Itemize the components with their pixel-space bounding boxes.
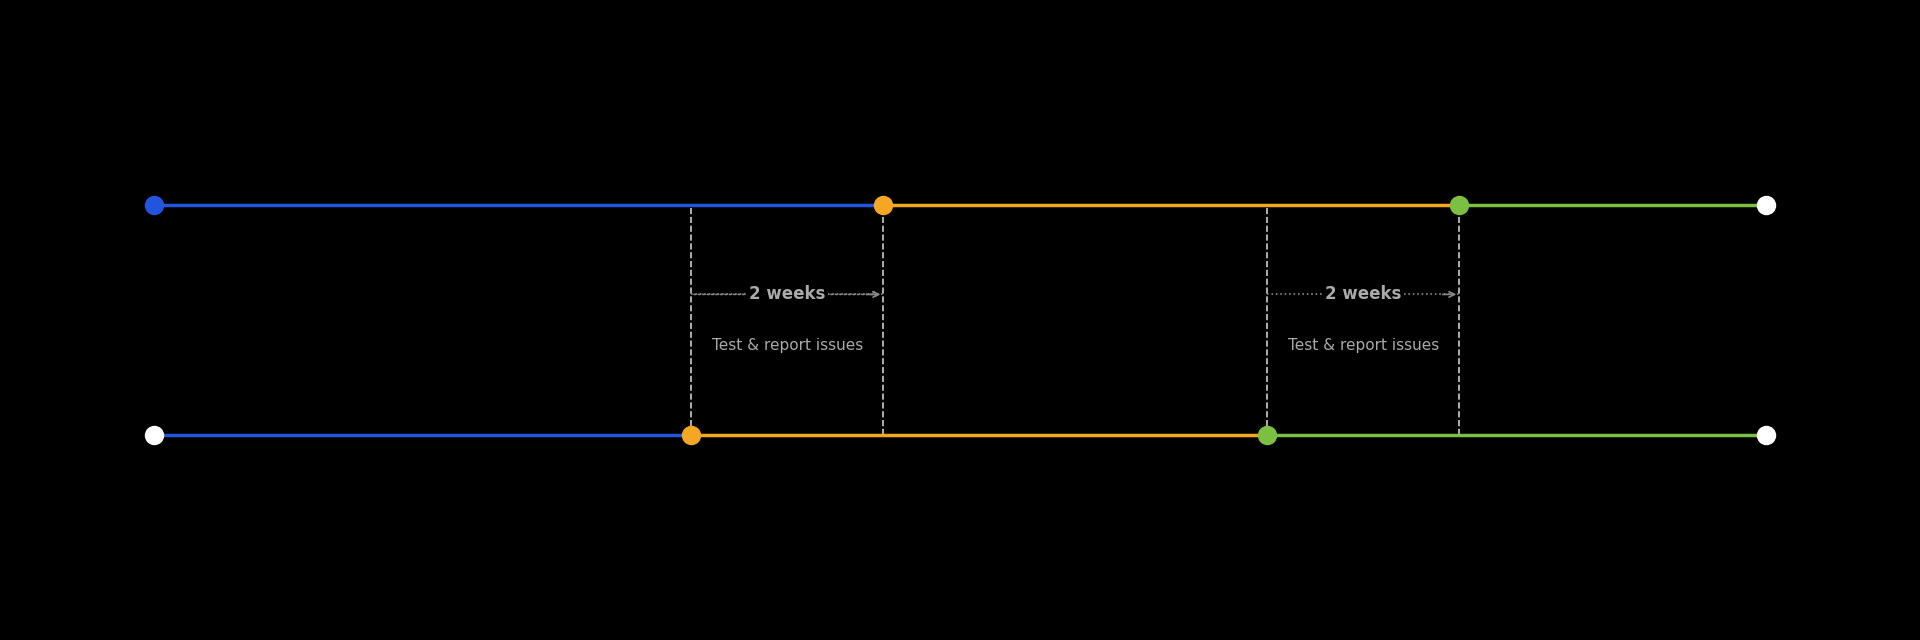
Text: Test & report issues: Test & report issues	[712, 338, 862, 353]
Text: Test & report issues: Test & report issues	[1288, 338, 1438, 353]
Text: 2 weeks: 2 weeks	[1325, 285, 1402, 303]
Text: 2 weeks: 2 weeks	[749, 285, 826, 303]
